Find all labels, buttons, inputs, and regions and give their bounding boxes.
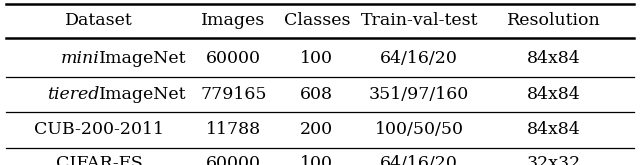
Text: tiered: tiered (47, 85, 99, 103)
Text: Train-val-test: Train-val-test (360, 12, 478, 29)
Text: 100: 100 (300, 155, 333, 165)
Text: Classes: Classes (284, 12, 350, 29)
Text: 84x84: 84x84 (527, 121, 580, 138)
Text: 200: 200 (300, 121, 333, 138)
Text: 100/50/50: 100/50/50 (374, 121, 464, 138)
Text: Images: Images (202, 12, 266, 29)
Text: CIFAR-FS: CIFAR-FS (56, 155, 143, 165)
Text: 84x84: 84x84 (527, 85, 580, 103)
Text: 60000: 60000 (206, 50, 261, 67)
Text: 64/16/20: 64/16/20 (380, 50, 458, 67)
Text: 84x84: 84x84 (527, 50, 580, 67)
Text: 351/97/160: 351/97/160 (369, 85, 469, 103)
Text: mini: mini (60, 50, 99, 67)
Text: Resolution: Resolution (507, 12, 600, 29)
Text: 779165: 779165 (200, 85, 267, 103)
Text: CUB-200-2011: CUB-200-2011 (34, 121, 164, 138)
Text: 64/16/20: 64/16/20 (380, 155, 458, 165)
Text: ImageNet: ImageNet (99, 50, 187, 67)
Text: Dataset: Dataset (65, 12, 133, 29)
Text: 60000: 60000 (206, 155, 261, 165)
Text: ImageNet: ImageNet (99, 85, 187, 103)
Text: 11788: 11788 (206, 121, 261, 138)
Text: 100: 100 (300, 50, 333, 67)
Text: 32x32: 32x32 (527, 155, 580, 165)
Text: 608: 608 (300, 85, 333, 103)
